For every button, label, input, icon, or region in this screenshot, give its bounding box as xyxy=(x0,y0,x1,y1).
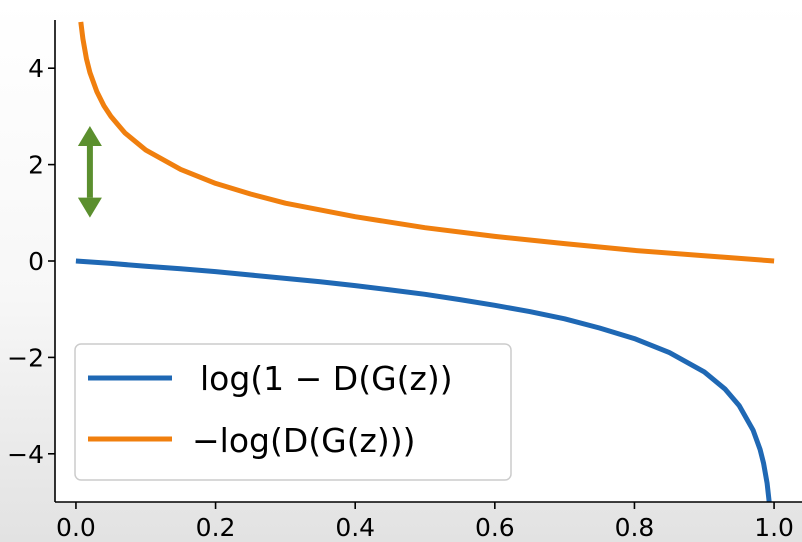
x-tick-label: 0.6 xyxy=(475,513,515,542)
x-tick-label: 0.2 xyxy=(196,513,236,542)
x-tick-label: 1.0 xyxy=(754,513,794,542)
y-tick-label: 2 xyxy=(28,151,44,180)
y-tick-label: −2 xyxy=(7,343,44,372)
legend-box xyxy=(74,343,512,481)
y-tick-label: 0 xyxy=(28,247,44,276)
annotation-layer xyxy=(77,126,102,218)
x-axis-ticks: 0.0 0.2 0.4 0.6 0.8 1.0 xyxy=(56,502,794,542)
y-tick-label: −4 xyxy=(7,440,44,469)
legend: log(1 − D(G(z)) −log(D(G(z))) xyxy=(74,343,512,481)
x-tick-label: 0.4 xyxy=(335,513,375,542)
x-tick-label: 0.8 xyxy=(615,513,655,542)
y-tick-label: 4 xyxy=(28,54,44,83)
series-line-1 xyxy=(75,258,772,503)
arrow-up-head-icon xyxy=(77,126,102,147)
y-axis-ticks: 4 2 0 −2 −4 xyxy=(7,54,55,469)
series-line-2 xyxy=(78,21,775,264)
arrow-down-head-icon xyxy=(77,197,102,218)
series-layer xyxy=(75,21,775,503)
legend-label-series-1: log(1 − D(G(z)) xyxy=(200,359,453,398)
x-tick-label: 0.0 xyxy=(56,513,96,542)
legend-label-series-2: −log(D(G(z))) xyxy=(192,421,416,460)
